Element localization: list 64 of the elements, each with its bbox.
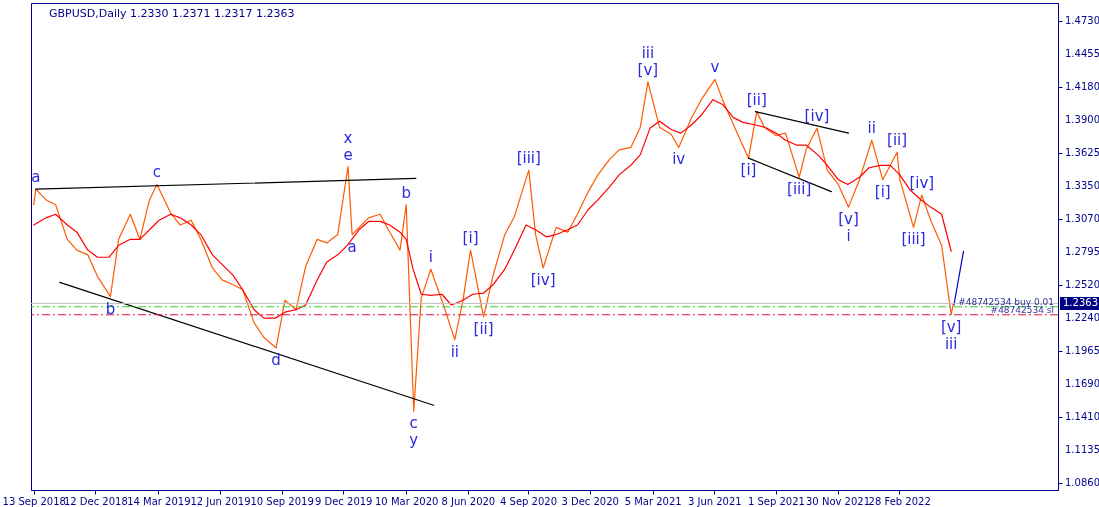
annotation: [iii] xyxy=(787,180,812,199)
x-tick-label: 1 Sep 2021 xyxy=(747,495,805,507)
y-tick-label: 1.4180 xyxy=(1065,80,1099,92)
x-tick-label: 3 Jun 2021 xyxy=(687,495,742,507)
y-tick-label: 1.1965 xyxy=(1065,344,1099,356)
x-tick-label: 9 Dec 2019 xyxy=(314,495,373,507)
annotation: [iii] xyxy=(901,230,926,249)
annotation: e xyxy=(343,145,353,164)
y-tick-label: 1.3350 xyxy=(1065,179,1099,191)
annotation: [iv] xyxy=(530,270,556,289)
y-tick-label: 1.2795 xyxy=(1065,245,1099,257)
y-tick-label: 1.2240 xyxy=(1065,312,1099,324)
x-tick-label: 4 Sep 2020 xyxy=(500,495,558,507)
annotation: d xyxy=(271,350,281,369)
y-tick-label: 1.2520 xyxy=(1065,278,1099,290)
x-tick-label: 10 Sep 2019 xyxy=(250,495,314,507)
y-tick-label: 1.4455 xyxy=(1065,47,1099,59)
x-tick-label: 10 Mar 2020 xyxy=(374,495,439,507)
annotation: [iv] xyxy=(804,107,830,126)
annotation: iv xyxy=(672,150,686,169)
annotation: c xyxy=(152,163,162,182)
x-tick-label: 14 Mar 2019 xyxy=(127,495,191,507)
x-tick-label: 30 Nov 2021 xyxy=(806,495,871,507)
annotation: x xyxy=(343,128,353,147)
ref-line-label: 1.2363 xyxy=(1063,297,1098,309)
annotation: [ii] xyxy=(746,90,767,109)
annotation: v xyxy=(710,58,720,77)
annotation: [ii] xyxy=(473,319,494,338)
annotation: [i] xyxy=(462,229,479,248)
x-tick-label: 28 Feb 2022 xyxy=(868,495,931,507)
y-tick-label: 1.1410 xyxy=(1065,411,1099,423)
annotation: b xyxy=(401,183,411,202)
y-tick-label: 1.3625 xyxy=(1065,146,1099,158)
annotation: ii xyxy=(867,119,876,138)
annotation: iii xyxy=(641,43,655,62)
y-tick-label: 1.3070 xyxy=(1065,213,1099,225)
x-tick-label: 12 Jun 2019 xyxy=(190,495,251,507)
annotation: i xyxy=(846,227,851,246)
annotation: [v] xyxy=(940,317,962,336)
annotation: c xyxy=(409,414,418,433)
annotation: iii xyxy=(944,334,958,353)
annotation: [i] xyxy=(874,182,891,201)
annotation: a xyxy=(347,237,357,256)
annotation: [v] xyxy=(838,210,859,229)
annotation: i xyxy=(428,248,433,267)
y-tick-label: 1.1135 xyxy=(1065,444,1099,456)
x-tick-label: 5 Mar 2021 xyxy=(624,495,682,507)
y-tick-label: 1.0860 xyxy=(1065,476,1099,488)
annotation: [ii] xyxy=(887,131,908,150)
y-tick-label: 1.4730 xyxy=(1065,14,1099,26)
annotation: ii xyxy=(450,342,459,361)
x-tick-label: 13 Sep 2018 xyxy=(2,495,66,507)
y-tick-label: 1.1690 xyxy=(1065,377,1099,389)
annotation: [v] xyxy=(637,60,659,79)
annotation: [i] xyxy=(740,161,757,180)
ref-line-label: #48742534 buy 0.01 xyxy=(958,296,1054,307)
chart-title: GBPUSD,Daily 1.2330 1.2371 1.2317 1.2363 xyxy=(49,7,295,20)
x-tick-label: 3 Dec 2020 xyxy=(561,495,619,507)
annotation: y xyxy=(409,431,419,450)
annotation: [iii] xyxy=(516,149,541,168)
x-tick-label: 8 Jun 2020 xyxy=(441,495,496,507)
annotation: [iv] xyxy=(909,174,935,193)
y-tick-label: 1.3900 xyxy=(1065,113,1099,125)
annotation: a xyxy=(31,168,41,187)
